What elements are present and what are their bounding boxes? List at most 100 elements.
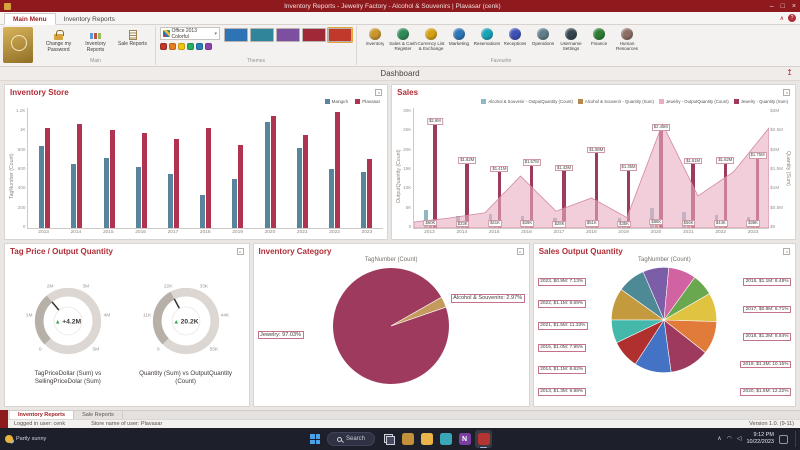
favourite-receptions[interactable]: Receptions: [501, 27, 529, 52]
favourite-inventory[interactable]: Inventory: [361, 27, 389, 52]
bar-value-label: $1.45M: [619, 164, 638, 171]
theme-scheme-select[interactable]: Office 2013 Colorful ▾: [160, 27, 220, 40]
sales-output-pie-labels-left: 2013, $1.3M: 9.88% 2014, $1.1M: 8.62% 2015…: [537, 270, 588, 400]
bar-value-label: $1.61M: [684, 157, 703, 165]
x-tick: 2015: [102, 230, 114, 235]
favourite-marketing[interactable]: Marketing: [445, 27, 473, 52]
bar-group-2014: $33K $1.62M: [447, 108, 479, 228]
bar-value-label: $38K: [746, 220, 760, 228]
receptions-icon: [509, 28, 521, 40]
mang-rl-bar-2023: [361, 172, 367, 228]
y-tick: 5K: [405, 204, 412, 210]
volume-icon[interactable]: ◁: [736, 436, 742, 442]
bar-value-label: $2.6M: [427, 117, 443, 125]
expand-icon[interactable]: [783, 248, 790, 255]
notification-icon[interactable]: [779, 434, 788, 444]
favourite-currency-list-exchange-rates[interactable]: Currency List & Exchange Rates: [417, 27, 445, 52]
close-button[interactable]: ×: [791, 2, 796, 10]
pie-slice-alcohol-souvenirs-2-97[interactable]: [390, 296, 447, 327]
plot-wrap: 2013 2014 2015 2016 2017 2018 2019 2020 2021 2022…: [27, 108, 384, 237]
taskbar-inventory-app[interactable]: [475, 430, 493, 448]
taskbar-file-explorer[interactable]: [418, 430, 435, 448]
export-icon[interactable]: ↥: [786, 68, 793, 77]
jewelry-quantity-sum-bar-2022: $1.62M: [716, 157, 735, 228]
expand-icon[interactable]: [516, 248, 524, 255]
tab-main-menu[interactable]: Main Menu: [4, 13, 56, 25]
taskbar-onenote[interactable]: N: [456, 430, 473, 448]
gauge-chart: 0 1M 2M 3M 4M 5M ▲ +4.2M TagPriceDollar (Sum) v…: [5, 256, 249, 406]
expand-icon[interactable]: [783, 89, 790, 96]
change-password-button[interactable]: Change my Password: [40, 27, 77, 54]
legend-swatch: [481, 99, 487, 104]
favourite-reservations[interactable]: Reservations: [473, 27, 501, 52]
inventory-reports-button[interactable]: Inventory Reports: [77, 27, 114, 54]
app-icon: [4, 2, 11, 10]
taskbar-search[interactable]: Search: [326, 432, 376, 446]
taskbar-company-app[interactable]: [399, 430, 416, 448]
theme-swatch-1[interactable]: [250, 28, 274, 42]
x-tick: 2014: [456, 230, 468, 235]
bar-group-2016: $39K $1.57M: [511, 108, 543, 228]
onenote-icon: N: [458, 433, 471, 445]
favourite-finance[interactable]: Finance: [585, 27, 613, 52]
favourite-sales-cash-register[interactable]: Sales & Cash Register: [389, 27, 417, 52]
expand-icon[interactable]: [375, 89, 383, 96]
x-tick: 2018: [585, 230, 597, 235]
alcohol-souvenir-quantity-sum-bar-2019: $35K: [617, 220, 631, 228]
sheet-tab-sale-reports[interactable]: Sale Reports: [74, 411, 123, 419]
help-icon[interactable]: ?: [788, 14, 796, 22]
tray-chevron-icon[interactable]: ∧: [717, 436, 722, 442]
bar-value-label: $1.88M: [587, 146, 606, 154]
favourite-human-resources[interactable]: Human Resources: [613, 27, 641, 52]
wifi-icon[interactable]: ◠: [726, 436, 732, 442]
favourite-username-settings[interactable]: Username Settings: [557, 27, 585, 52]
svg-text:5M: 5M: [92, 347, 99, 353]
taskbar-edge-browser[interactable]: [437, 430, 454, 448]
collapse-ribbon-icon[interactable]: ∧: [779, 15, 784, 22]
y-tick: 200: [17, 204, 26, 210]
taskbar-clock[interactable]: 9:12 PM 10/22/2023: [746, 432, 774, 445]
button-label: Inventory Reports: [85, 41, 106, 53]
quick-theme-1[interactable]: [169, 43, 176, 50]
sheet-tab-inventory-reports[interactable]: Inventory Reports: [10, 411, 75, 419]
expand-icon[interactable]: [236, 248, 244, 255]
y-axis-title-left: TagNumber (Count): [9, 153, 15, 200]
quick-theme-3[interactable]: [187, 43, 194, 50]
tray-time: 9:12 PM: [753, 432, 774, 439]
tab-inventory-reports[interactable]: Inventory Reports: [63, 15, 115, 23]
show-desktop-button[interactable]: [795, 431, 797, 447]
theme-swatch-2[interactable]: [276, 28, 300, 42]
currency-list-exchange-rates-icon: [425, 28, 437, 40]
ribbon-tab-bar: Main Menu Inventory Reports ∧ ?: [0, 12, 800, 25]
ribbon-group-main: Change my Password Inventory Reports Sal…: [36, 26, 156, 65]
sale-reports-button[interactable]: Sale Reports: [114, 27, 151, 48]
svg-text:44K: 44K: [220, 313, 229, 319]
theme-swatch-4[interactable]: [327, 27, 353, 43]
y-tick: $1M: [770, 185, 780, 191]
x-tick: 2020: [264, 230, 276, 235]
minimize-button[interactable]: –: [769, 2, 774, 10]
theme-swatch-0[interactable]: [224, 28, 248, 42]
quick-theme-4[interactable]: [196, 43, 203, 50]
pie-slice-2023-0-9m-7-13[interactable]: [611, 319, 665, 344]
svg-text:▲ 20.2K: ▲ 20.2K: [173, 319, 198, 326]
taskbar-weather[interactable]: Partly sunny: [5, 435, 46, 443]
legend-item: Jewelry - OutputQuantity (Count): [658, 99, 729, 104]
taskbar-task-view[interactable]: [380, 430, 397, 448]
quick-theme-0[interactable]: [160, 43, 167, 50]
quick-theme-5[interactable]: [205, 43, 212, 50]
bar-group-2014: [61, 108, 93, 228]
bar-group-2021: [286, 108, 318, 228]
legend-text: Alcohol & Souvenir - OutputQuantity (Cou…: [488, 99, 573, 104]
theme-swatch-3[interactable]: [302, 28, 326, 42]
start-button[interactable]: [307, 431, 323, 447]
company-logo: [3, 27, 33, 63]
quick-theme-2[interactable]: [178, 43, 185, 50]
maximize-button[interactable]: □: [780, 2, 785, 10]
alcohol-souvenir-quantity-sum-bar-2016: $39K: [520, 220, 535, 228]
dashboard-area: Inventory Store Mangırlı Plavasar TagNumbe…: [0, 81, 800, 410]
favourite-operations[interactable]: Operations: [529, 27, 557, 52]
taskbar: Partly sunny Search N ∧ ◠ ◁ 9:12 PM 10/2…: [0, 428, 800, 450]
task-view-icon: [383, 433, 395, 445]
bar-group-2017: [157, 108, 189, 228]
